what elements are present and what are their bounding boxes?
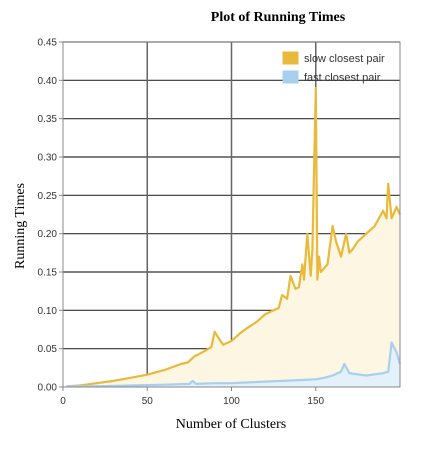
plot-area [66, 86, 402, 388]
chart-title: Plot of Running Times [211, 10, 346, 25]
series-line-1 [66, 341, 402, 388]
y-tick-label: 0.25 [38, 191, 58, 202]
y-tick-label: 0.45 [38, 38, 58, 49]
y-tick-label: 0.15 [38, 268, 58, 279]
x-tick-label: 150 [307, 396, 324, 407]
y-tick-label: 0.05 [38, 344, 58, 355]
y-tick-label: 0.20 [38, 229, 58, 240]
plot-frame [62, 41, 401, 388]
legend: slow closest pair fast closest pair [282, 51, 385, 84]
x-tick-label: 0 [60, 396, 66, 407]
x-tick-label: 50 [142, 396, 154, 407]
legend-label-1: fast closest pair [304, 72, 381, 84]
y-tick-label: 0.30 [38, 153, 58, 164]
y-tick-label: 0.40 [38, 76, 58, 87]
legend-swatch-1 [282, 70, 299, 84]
x-axis: 0 50 100 150 [60, 387, 325, 407]
y-tick-label: 0.35 [38, 114, 58, 125]
x-tick-label: 100 [223, 396, 240, 407]
series-line-0 [66, 86, 402, 388]
series-area-1 [66, 342, 401, 387]
y-tick-label: 0.00 [38, 383, 58, 394]
y-axis-label: Running Times [13, 183, 28, 269]
series-area-0 [66, 88, 401, 387]
y-tick-label: 0.10 [38, 306, 58, 317]
y-axis: 0.00 0.05 0.10 0.15 0.20 0.25 0.30 0.35 0.40 0.45 [38, 38, 63, 394]
x-axis-label: Number of Clusters [176, 417, 286, 432]
legend-label-0: slow closest pair [304, 53, 385, 65]
legend-swatch-0 [282, 51, 299, 65]
